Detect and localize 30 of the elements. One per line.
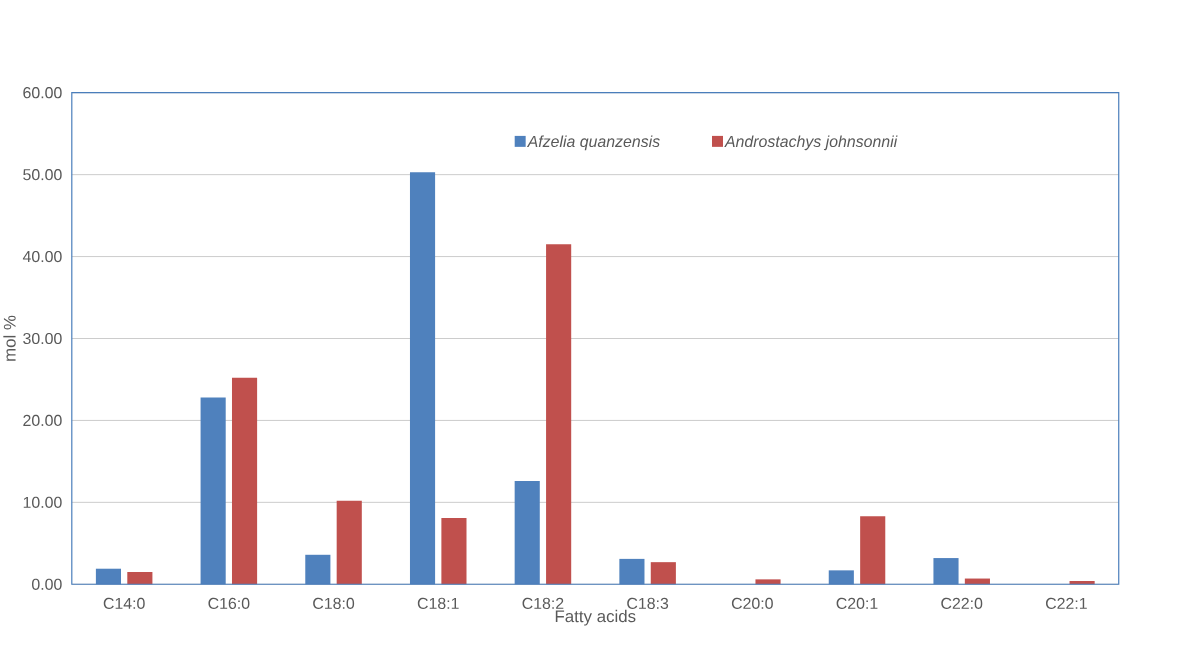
y-tick-label: 30.00 bbox=[23, 332, 62, 345]
y-tick-label: 60.00 bbox=[23, 87, 62, 99]
bar bbox=[231, 377, 258, 585]
bar bbox=[860, 516, 886, 585]
bar bbox=[755, 579, 781, 585]
y-axis-title: mol % bbox=[3, 315, 16, 361]
x-tick-label: C18:1 bbox=[417, 597, 459, 609]
bar bbox=[546, 244, 572, 585]
y-tick-label: 10.00 bbox=[23, 496, 62, 508]
x-tick-label: C18:2 bbox=[522, 597, 564, 609]
bar bbox=[441, 517, 467, 585]
y-tick-label: 0.00 bbox=[32, 578, 62, 590]
x-tick-label: C20:1 bbox=[836, 597, 878, 609]
x-axis-title: Fatty acids bbox=[555, 609, 636, 626]
x-tick-label: C18:0 bbox=[313, 597, 355, 609]
x-tick-label: C20:0 bbox=[731, 597, 773, 609]
y-tick-label: 50.00 bbox=[23, 168, 62, 181]
x-tick-label: C22:0 bbox=[941, 597, 983, 609]
y-tick-label: 40.00 bbox=[22, 250, 62, 263]
x-tick-label: C22:1 bbox=[1046, 597, 1087, 609]
bar bbox=[336, 500, 362, 585]
y-tick-label: 20.00 bbox=[23, 414, 62, 426]
bar bbox=[650, 562, 676, 585]
x-tick-label: C14:0 bbox=[103, 597, 145, 609]
bar bbox=[1069, 580, 1095, 585]
x-tick-label: C18:3 bbox=[627, 597, 669, 609]
x-tick-label: C16:0 bbox=[208, 597, 250, 609]
bar bbox=[127, 571, 153, 585]
legend-label: Androstachys johnsonnii bbox=[724, 135, 898, 151]
legend-label: Afzelia quanzensis bbox=[526, 135, 660, 151]
